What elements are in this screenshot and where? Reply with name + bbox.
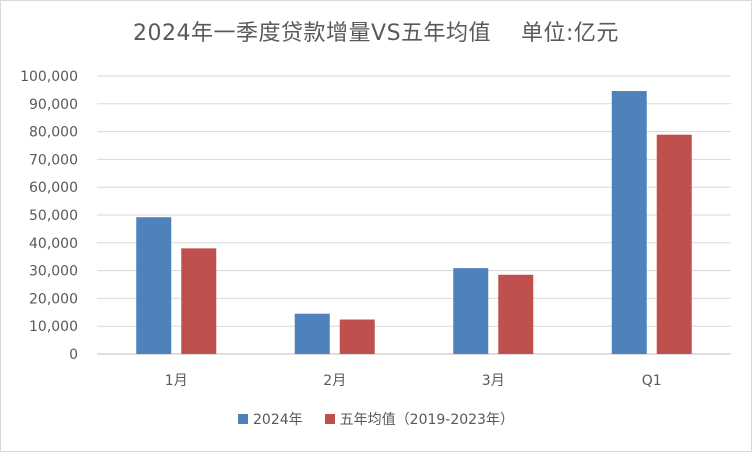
legend-item-series-1: 2024年 bbox=[238, 409, 303, 429]
y-tick-label: 10,000 bbox=[29, 319, 78, 335]
bar-series-2-4 bbox=[656, 134, 692, 354]
x-tick-label: Q1 bbox=[642, 373, 662, 389]
x-axis-ticks: 1月 2月 3月 Q1 bbox=[165, 373, 662, 389]
y-tick-label: 100,000 bbox=[20, 69, 78, 85]
bar-series-1-1 bbox=[136, 217, 172, 354]
legend-label-series-2: 五年均值（2019-2023年） bbox=[339, 412, 514, 428]
y-tick-label: 40,000 bbox=[29, 236, 78, 252]
y-tick-label: 60,000 bbox=[29, 180, 78, 196]
y-tick-label: 20,000 bbox=[29, 291, 78, 307]
y-tick-label: 30,000 bbox=[29, 264, 78, 280]
y-tick-label: 90,000 bbox=[29, 97, 78, 113]
y-axis-ticks: 0 10,000 20,000 30,000 40,000 50,000 60,000 70,… bbox=[20, 69, 78, 363]
bar-series-2-1 bbox=[181, 248, 217, 354]
y-tick-label: 70,000 bbox=[29, 152, 78, 168]
bars bbox=[136, 91, 692, 355]
legend-label-series-1: 2024年 bbox=[253, 412, 303, 428]
x-tick-label: 1月 bbox=[165, 373, 188, 389]
bar-series-1-3 bbox=[453, 268, 489, 354]
bar-series-1-2 bbox=[294, 313, 330, 354]
chart-title: 2024年一季度贷款增量VS五年均值 单位:亿元 bbox=[133, 21, 619, 46]
y-tick-label: 80,000 bbox=[29, 125, 78, 141]
bar-series-2-2 bbox=[339, 319, 375, 354]
bar-series-1-4 bbox=[611, 91, 647, 355]
legend-swatch-series-1 bbox=[238, 414, 249, 424]
x-tick-label: 2月 bbox=[323, 373, 346, 389]
x-tick-label: 3月 bbox=[482, 373, 505, 389]
legend-item-series-2: 五年均值（2019-2023年） bbox=[324, 409, 514, 429]
legend: 2024年 五年均值（2019-2023年） bbox=[1, 409, 751, 429]
y-tick-label: 50,000 bbox=[29, 208, 78, 224]
legend-swatch-series-2 bbox=[324, 414, 335, 424]
bar-series-2-3 bbox=[498, 274, 534, 354]
y-tick-label: 0 bbox=[69, 347, 78, 363]
